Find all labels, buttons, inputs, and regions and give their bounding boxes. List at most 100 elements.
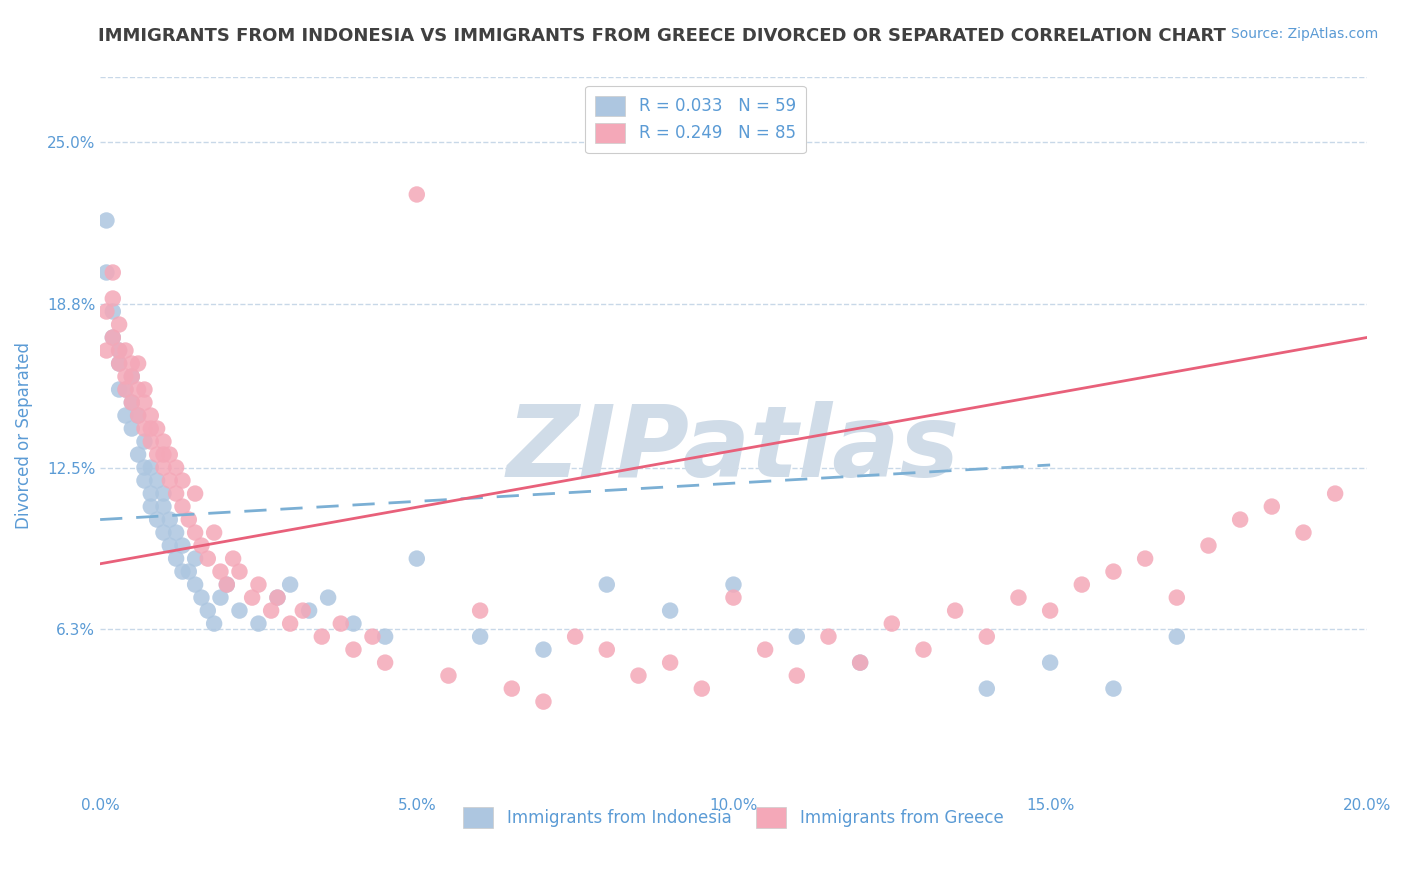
Point — [240, 591, 263, 605]
Point — [849, 656, 872, 670]
Point — [134, 460, 156, 475]
Point — [197, 604, 219, 618]
Point — [96, 343, 118, 358]
Point — [437, 668, 460, 682]
Point — [690, 681, 713, 696]
Point — [754, 642, 776, 657]
Point — [278, 577, 301, 591]
Point — [127, 409, 149, 423]
Point — [405, 551, 427, 566]
Point — [596, 642, 619, 657]
Point — [533, 695, 555, 709]
Point — [266, 591, 288, 605]
Point — [564, 630, 586, 644]
Point — [114, 383, 136, 397]
Point — [139, 486, 162, 500]
Point — [108, 343, 131, 358]
Point — [880, 616, 903, 631]
Point — [139, 500, 162, 514]
Point — [108, 357, 131, 371]
Point — [121, 395, 143, 409]
Point — [146, 474, 169, 488]
Point — [152, 486, 174, 500]
Point — [134, 434, 156, 449]
Point — [1324, 486, 1347, 500]
Point — [1102, 565, 1125, 579]
Point — [374, 656, 396, 670]
Point — [134, 421, 156, 435]
Point — [247, 577, 270, 591]
Point — [311, 630, 333, 644]
Point — [96, 213, 118, 227]
Point — [101, 265, 124, 279]
Point — [184, 577, 207, 591]
Point — [723, 591, 745, 605]
Point — [121, 395, 143, 409]
Point — [152, 434, 174, 449]
Point — [159, 474, 181, 488]
Point — [228, 565, 250, 579]
Point — [177, 512, 200, 526]
Point — [976, 681, 998, 696]
Point — [146, 421, 169, 435]
Point — [159, 512, 181, 526]
Point — [627, 668, 650, 682]
Point — [190, 591, 212, 605]
Point — [342, 642, 364, 657]
Point — [786, 630, 808, 644]
Point — [139, 434, 162, 449]
Point — [912, 642, 935, 657]
Point — [121, 421, 143, 435]
Point — [134, 383, 156, 397]
Point — [1039, 604, 1062, 618]
Point — [1166, 591, 1188, 605]
Point — [184, 551, 207, 566]
Point — [197, 551, 219, 566]
Point — [260, 604, 283, 618]
Point — [215, 577, 238, 591]
Point — [146, 448, 169, 462]
Point — [1261, 500, 1284, 514]
Point — [139, 460, 162, 475]
Legend: Immigrants from Indonesia, Immigrants from Greece: Immigrants from Indonesia, Immigrants fr… — [457, 801, 1011, 834]
Point — [976, 630, 998, 644]
Point — [215, 577, 238, 591]
Point — [101, 304, 124, 318]
Point — [101, 330, 124, 344]
Point — [1166, 630, 1188, 644]
Point — [127, 383, 149, 397]
Point — [468, 604, 491, 618]
Point — [108, 383, 131, 397]
Point — [266, 591, 288, 605]
Point — [374, 630, 396, 644]
Point — [127, 448, 149, 462]
Point — [152, 525, 174, 540]
Point — [96, 265, 118, 279]
Point — [177, 565, 200, 579]
Point — [659, 656, 682, 670]
Point — [723, 577, 745, 591]
Point — [817, 630, 839, 644]
Point — [108, 357, 131, 371]
Point — [533, 642, 555, 657]
Point — [202, 525, 225, 540]
Point — [659, 604, 682, 618]
Point — [121, 357, 143, 371]
Point — [278, 616, 301, 631]
Point — [228, 604, 250, 618]
Y-axis label: Divorced or Separated: Divorced or Separated — [15, 342, 32, 529]
Point — [1198, 539, 1220, 553]
Point — [152, 500, 174, 514]
Point — [342, 616, 364, 631]
Point — [172, 539, 194, 553]
Point — [184, 525, 207, 540]
Point — [943, 604, 966, 618]
Point — [159, 539, 181, 553]
Point — [291, 604, 314, 618]
Point — [101, 292, 124, 306]
Point — [1133, 551, 1156, 566]
Point — [209, 565, 232, 579]
Point — [114, 343, 136, 358]
Point — [96, 304, 118, 318]
Point — [501, 681, 523, 696]
